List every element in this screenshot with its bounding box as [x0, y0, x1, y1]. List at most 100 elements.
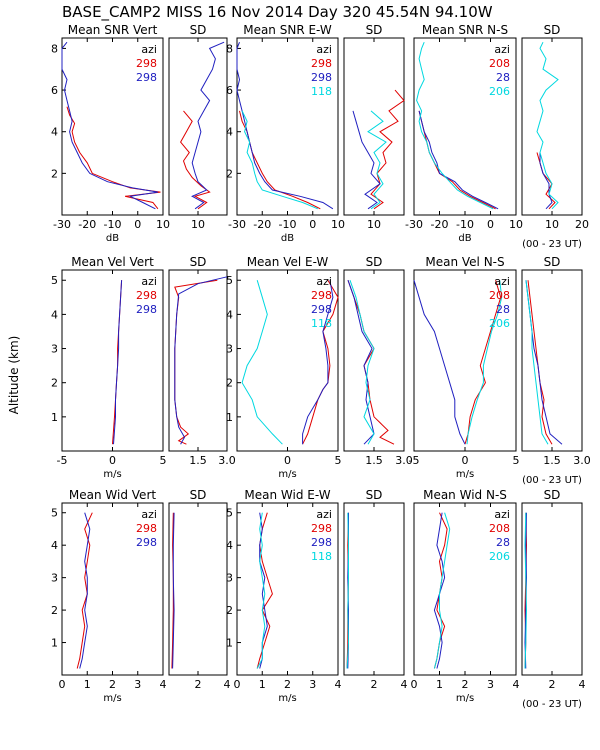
x-tick-label: 0	[59, 678, 66, 691]
panel-title: SD	[544, 23, 561, 37]
y-tick-label: 5	[51, 507, 58, 520]
series-line-cyan	[416, 42, 494, 210]
x-tick-label: 2	[549, 678, 556, 691]
x-tick-label: 10	[367, 218, 381, 231]
panel-snr-ew-sd: SD 10	[343, 23, 405, 231]
series-line-red	[370, 89, 405, 210]
y-tick-label: 2	[51, 167, 58, 180]
y-tick-label: 3	[51, 572, 58, 585]
x-tick-label: 0	[284, 454, 291, 467]
legend-entry: 298	[311, 289, 332, 302]
x-tick-label: 3	[134, 678, 141, 691]
x-tick-label: 2	[195, 678, 202, 691]
legend-header: azi	[494, 275, 510, 288]
panel-title: SD	[190, 488, 207, 502]
x-axis-label: m/s	[103, 693, 121, 704]
y-tick-label: 3	[51, 343, 58, 356]
ut-range-label: (00 - 23 UT)	[522, 699, 582, 710]
x-tick-label: 5	[513, 454, 520, 467]
panel-title: SD	[544, 255, 561, 269]
x-axis-label: m/s	[456, 693, 474, 704]
legend-header: azi	[316, 43, 332, 56]
legend-entry: 298	[311, 57, 332, 70]
x-tick-label: 2	[371, 678, 378, 691]
panel-title: Mean Wid N-S	[423, 488, 507, 502]
x-axis-label: m/s	[103, 469, 121, 480]
series-line-cyan	[367, 110, 387, 210]
ut-range-label: (00 - 23 UT)	[522, 239, 582, 250]
panel-title: SD	[366, 488, 383, 502]
panel-frame	[521, 269, 583, 452]
panel-title: Mean Wid Vert	[69, 488, 156, 502]
x-tick-label: 1.5	[189, 454, 207, 467]
x-tick-label: 5	[160, 454, 167, 467]
x-tick-label: 1	[436, 678, 443, 691]
y-tick-label: 8	[226, 42, 233, 55]
series-line-blue	[302, 280, 334, 445]
panel-vel-vert-sd: SD 1.5 3.0	[168, 255, 236, 467]
legend-entry: 298	[136, 303, 157, 316]
legend-entry: 118	[311, 317, 332, 330]
x-tick-label: -20	[78, 218, 96, 231]
x-tick-label: -5	[57, 454, 68, 467]
y-tick-label: 3	[226, 572, 233, 585]
y-tick-label: 6	[226, 84, 233, 97]
panel-wid-ns-sd: SD 2 4 (00 - 23 UT)	[521, 488, 586, 710]
y-tick-label: 2	[51, 604, 58, 617]
panel-title: SD	[190, 23, 207, 37]
legend-entry: 118	[311, 550, 332, 563]
legend-entry: 298	[311, 536, 332, 549]
x-tick-label: -20	[431, 218, 449, 231]
series-line-red	[464, 280, 502, 445]
series-line-blue	[174, 276, 228, 445]
legend-entry: 298	[311, 303, 332, 316]
series-line-blue	[413, 280, 466, 445]
x-tick-label: 0	[462, 454, 469, 467]
y-tick-label: 4	[51, 126, 58, 139]
legend-entry: 298	[136, 289, 157, 302]
series-line-cyan	[349, 280, 375, 445]
x-tick-label: 4	[401, 678, 408, 691]
x-axis-label: dB	[458, 233, 471, 244]
panel-snr-ns-sd: SD 10 20 (00 - 23 UT)	[521, 23, 589, 250]
ut-range-label: (00 - 23 UT)	[522, 475, 582, 486]
x-tick-label: -30	[228, 218, 246, 231]
y-tick-label: 5	[226, 507, 233, 520]
x-tick-label: 1.5	[365, 454, 383, 467]
y-tick-label: 5	[226, 274, 233, 287]
y-tick-label: 1	[226, 637, 233, 650]
x-tick-label: 3	[487, 678, 494, 691]
y-tick-label: 2	[226, 377, 233, 390]
panel-wid-vert-sd: SD 2 4	[168, 488, 231, 691]
x-tick-label: 4	[224, 678, 231, 691]
legend-entry: 208	[489, 57, 510, 70]
legend-entry: 298	[136, 71, 157, 84]
panel-frame	[521, 502, 583, 676]
series-line-red	[418, 110, 496, 210]
panel-title: Mean SNR Vert	[68, 23, 158, 37]
series-line-red	[66, 106, 161, 210]
panel-title: SD	[544, 488, 561, 502]
x-axis-label: m/s	[278, 693, 296, 704]
panel-frame	[343, 269, 405, 452]
y-tick-label: 8	[51, 42, 58, 55]
series-line-blue	[525, 280, 563, 445]
x-tick-label: 0	[309, 218, 316, 231]
series-line-cyan	[346, 512, 350, 669]
y-tick-label: 5	[51, 274, 58, 287]
series-line-cyan	[241, 110, 318, 210]
legend-header: azi	[316, 275, 332, 288]
panel-frame	[343, 502, 405, 676]
x-tick-label: 5	[335, 454, 342, 467]
x-tick-label: 10	[156, 218, 170, 231]
legend-entry: 28	[496, 71, 510, 84]
figure-title: BASE_CAMP2 MISS 16 Nov 2014 Day 320 45.5…	[62, 3, 493, 22]
x-tick-label: 4	[579, 678, 586, 691]
series-line-cyan	[241, 280, 283, 445]
panel-vel-ns-sd: SD 1.5 3.0 (00 - 23 UT)	[521, 255, 591, 486]
y-tick-label: 2	[51, 377, 58, 390]
